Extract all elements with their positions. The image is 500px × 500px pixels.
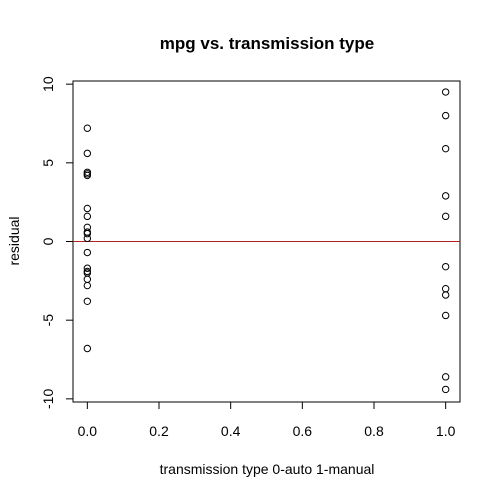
data-point — [83, 124, 92, 132]
x-tick-label: 0.4 — [221, 423, 241, 439]
data-point — [441, 262, 450, 271]
data-point — [441, 88, 450, 96]
data-point — [83, 204, 92, 213]
data-point — [83, 248, 92, 257]
data-point — [441, 192, 450, 200]
x-tick-label: 0.6 — [293, 423, 313, 439]
data-point — [83, 344, 92, 353]
data-point — [441, 311, 450, 320]
y-tick-label: 5 — [40, 159, 56, 167]
y-tick-label: -10 — [40, 389, 56, 409]
data-point — [441, 212, 450, 221]
data-point — [83, 264, 92, 272]
data-point — [441, 385, 450, 394]
x-axis-label: transmission type 0-auto 1-manual — [160, 461, 375, 477]
plot-area: 0.0 0.2 0.4 0.6 0.8 1.0 -10 -5 0 5 10 — [40, 76, 461, 439]
x-tick-label: 0.8 — [364, 423, 384, 439]
y-tick-label: -5 — [40, 314, 56, 327]
data-point — [441, 111, 450, 120]
data-point — [83, 234, 92, 243]
data-point — [83, 149, 92, 158]
y-tick-label: 0 — [40, 237, 56, 245]
data-point — [83, 281, 92, 290]
data-point — [83, 171, 92, 180]
data-point — [83, 168, 92, 176]
data-point — [83, 297, 92, 305]
x-tick-label: 1.0 — [436, 423, 456, 439]
x-tick-label: 0.0 — [78, 423, 98, 439]
data-point — [83, 229, 92, 238]
x-tick-label: 0.2 — [149, 423, 169, 439]
y-axis-label: residual — [6, 216, 22, 265]
data-point — [441, 285, 450, 293]
data-point — [83, 275, 92, 283]
y-tick-label: 10 — [40, 76, 56, 92]
data-point — [441, 373, 450, 381]
chart-title: mpg vs. transmission type — [160, 34, 374, 53]
data-point — [83, 212, 92, 221]
data-point — [441, 144, 450, 153]
data-point — [83, 267, 92, 276]
data-point — [441, 291, 450, 299]
